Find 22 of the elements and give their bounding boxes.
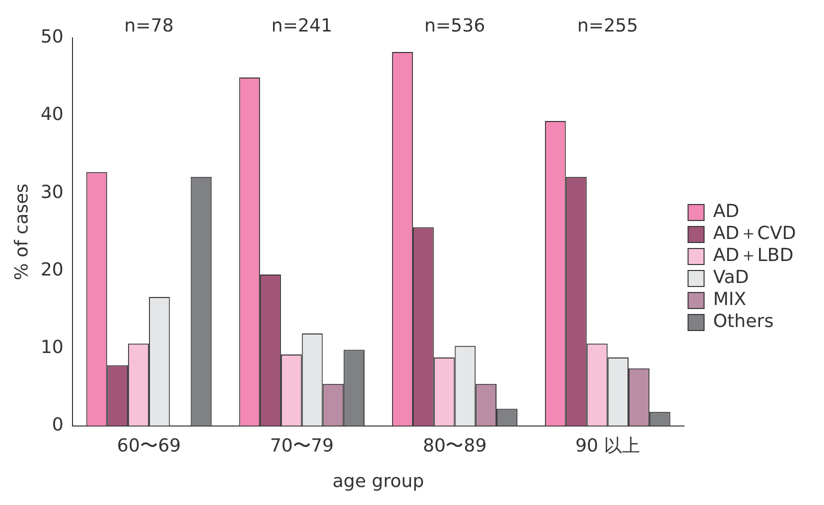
legend-label: AD xyxy=(713,201,740,222)
y-tick-label: 0 xyxy=(52,414,64,436)
x-tick-label: 90 以上 xyxy=(575,435,640,456)
legend-label: Others xyxy=(713,311,774,332)
text: n=78 xyxy=(124,16,174,37)
x-tick-label: 60〜69 xyxy=(117,435,181,456)
y-tick-label: 20 xyxy=(40,259,64,280)
x-tick-label: 70〜79 xyxy=(270,435,334,456)
legend-label: MIX xyxy=(713,289,746,310)
text: n=536 xyxy=(424,16,486,37)
legend-label: AD＋LBD xyxy=(713,245,794,266)
text: n=241 xyxy=(271,16,332,37)
y-tick-label: 30 xyxy=(40,182,64,203)
y-tick-label: 50 xyxy=(40,26,64,48)
text: n=255 xyxy=(577,16,638,37)
legend-label: AD＋CVD xyxy=(713,223,796,244)
x-axis-title: age group xyxy=(332,470,424,492)
legend-label: VaD xyxy=(713,267,749,288)
y-axis-title: % of cases xyxy=(11,184,32,280)
x-tick-label: 80〜89 xyxy=(422,435,487,456)
y-tick-label: 10 xyxy=(40,336,64,358)
y-tick-label: 40 xyxy=(40,104,64,126)
